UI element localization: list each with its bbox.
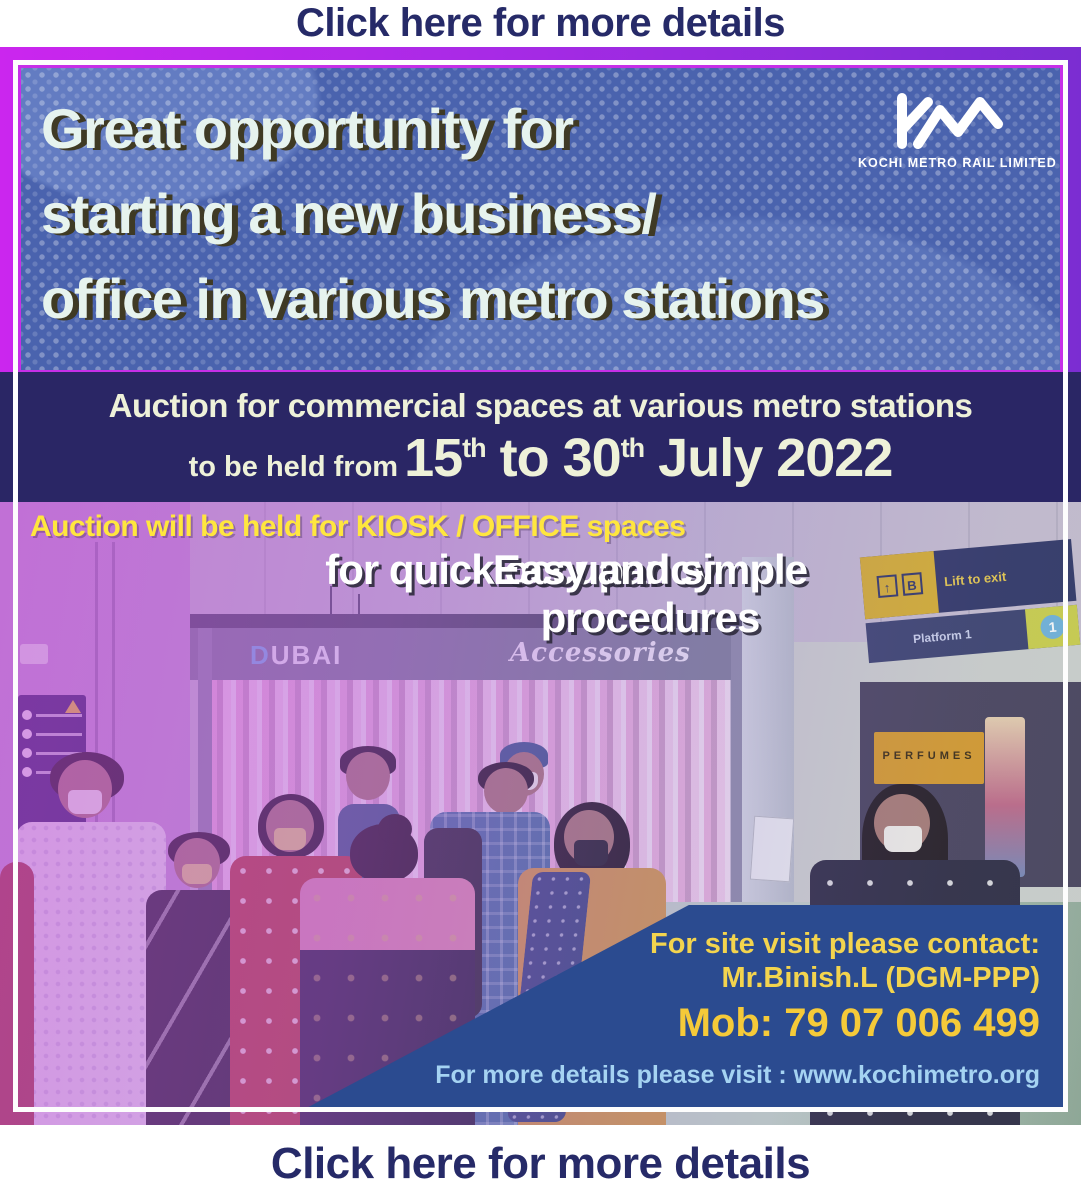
date-day-start: 15 (404, 428, 463, 488)
date-month-year: July 2022 (644, 428, 893, 488)
website-line[interactable]: For more details please visit : www.koch… (435, 1061, 1040, 1089)
contact-line-1: For site visit please contact: (649, 928, 1040, 960)
date-sup-1: th (462, 433, 487, 463)
date-day-end: to 30 (485, 428, 622, 488)
headline-box: Great opportunity for starting a new bus… (18, 65, 1063, 372)
procedures-line-1: Easy and simple procedures (492, 546, 808, 641)
station-photo: DUBAI Accessories PERFUMES ↑ (0, 502, 1081, 1125)
procedures-line-2: for quick occupancy (325, 546, 715, 593)
contact-panel: For site visit please contact: Mr.Binish… (299, 905, 1068, 1112)
cta-bottom-link[interactable]: Click here for more details (270, 1139, 811, 1188)
kmrl-logo: KOCHI METRO RAIL LIMITED (858, 90, 1057, 170)
headline-section: Great opportunity for starting a new bus… (0, 47, 1081, 372)
auction-dates-prefix: to be held from (188, 451, 399, 483)
headline-line-1: Great opportunity for (41, 97, 574, 160)
auction-dates: to be held from 15th to 30th July 2022 (0, 427, 1081, 489)
headline-line-3: office in various metro stations (41, 267, 825, 330)
kmrl-logo-icon (897, 93, 1003, 149)
auction-dates-value: 15th to 30th July 2022 (404, 427, 893, 489)
kiosk-office-line: Auction will be held for KIOSK / OFFICE … (30, 510, 686, 543)
cta-top-link[interactable]: Click here for more details (296, 1, 785, 45)
contact-person: Mr.Binish.L (DGM-PPP) (721, 962, 1040, 994)
contact-mobile: Mob: 79 07 006 499 (677, 1001, 1040, 1045)
procedures-text: Easy and simple procedures for quick occ… (80, 546, 840, 641)
date-sup-2: th (620, 433, 646, 463)
metro-auction-banner[interactable]: Great opportunity for starting a new bus… (0, 47, 1081, 1125)
headline-text: Great opportunity for starting a new bus… (41, 86, 825, 341)
auction-band-line1: Auction for commercial spaces at various… (108, 387, 973, 424)
headline-line-2: starting a new business/ (41, 182, 657, 245)
kmrl-logo-name: KOCHI METRO RAIL LIMITED (858, 156, 1057, 170)
auction-band: Auction for commercial spaces at various… (0, 372, 1081, 502)
